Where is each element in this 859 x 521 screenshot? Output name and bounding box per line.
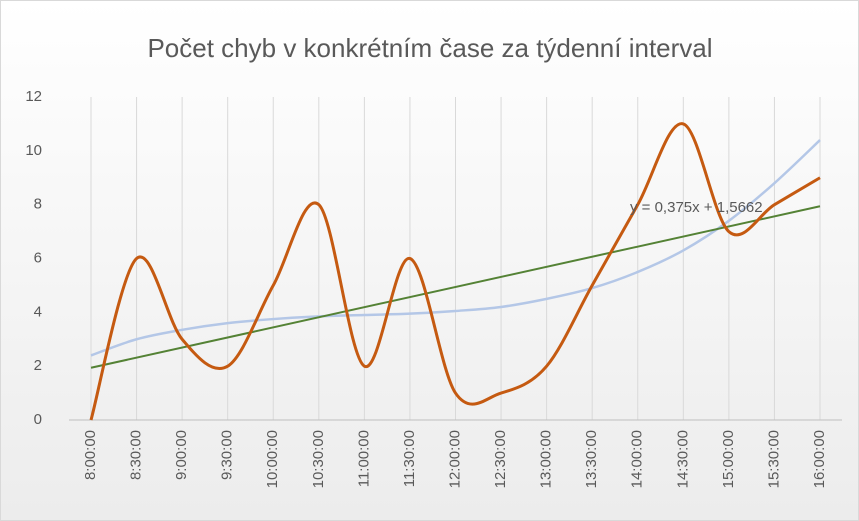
y-tick-label: 0 xyxy=(34,411,42,428)
x-tick-label: 15:00:00 xyxy=(720,430,737,488)
x-tick-label: 14:30:00 xyxy=(674,430,691,488)
x-tick-label: 15:30:00 xyxy=(765,430,782,488)
trendline-label: y = 0,375x + 1,5662 xyxy=(630,199,763,216)
y-tick-label: 2 xyxy=(34,357,42,374)
trend-curve xyxy=(90,139,821,357)
x-tick-label: 12:00:00 xyxy=(446,430,463,488)
x-tick-label: 11:00:00 xyxy=(355,430,372,487)
x-tick-label: 11:30:00 xyxy=(401,430,418,487)
y-tick-label: 6 xyxy=(34,249,42,266)
chart-title: Počet chyb v konkrétním čase za týdenní … xyxy=(147,33,712,63)
x-tick-label: 10:00:00 xyxy=(264,430,281,488)
x-tick-label: 13:30:00 xyxy=(583,430,600,488)
y-tick-label: 8 xyxy=(34,196,42,213)
x-tick-label: 8:00:00 xyxy=(82,430,99,480)
data-line xyxy=(89,122,821,421)
x-tick-label: 10:30:00 xyxy=(310,430,327,488)
x-tick-label: 13:00:00 xyxy=(538,430,555,488)
x-tick-label: 9:00:00 xyxy=(173,430,190,480)
y-tick-label: 12 xyxy=(25,88,42,105)
y-tick-label: 4 xyxy=(34,303,42,320)
x-tick-label: 8:30:00 xyxy=(128,430,145,480)
x-tick-label: 16:00:00 xyxy=(811,430,828,488)
x-tick-label: 14:00:00 xyxy=(629,430,646,488)
x-tick-label: 12:30:00 xyxy=(492,430,509,488)
trendline xyxy=(90,205,821,369)
x-tick-label: 9:30:00 xyxy=(219,430,236,480)
y-tick-label: 10 xyxy=(25,142,42,159)
